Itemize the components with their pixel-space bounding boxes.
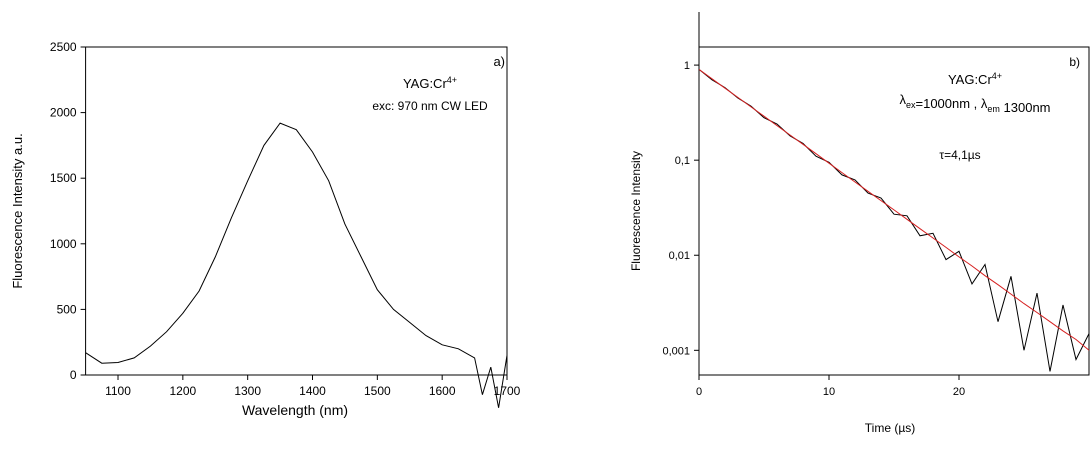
y-tick-label: 1500 [50, 171, 77, 185]
y-tick-label: 1000 [50, 237, 77, 251]
plot-frame [698, 46, 1090, 376]
annotation: a) [493, 54, 505, 69]
annotation: τ=4,1µs [939, 148, 980, 162]
annotation-part: YAG:Cr [403, 76, 447, 91]
annotation-part: 4+ [992, 71, 1002, 81]
annotation-part: τ=4,1µs [939, 148, 980, 162]
y-tick-label: 0,1 [675, 155, 690, 167]
plot-frame [85, 46, 508, 376]
annotation-part: exc: 970 nm CW LED [372, 99, 488, 113]
x-tick-label: 20 [953, 386, 965, 398]
x-tick-label: 1600 [429, 384, 456, 398]
x-tick-label: 1300 [234, 384, 261, 398]
y-axis-label: Fluorescence Intensity [629, 151, 643, 271]
annotation: YAG:Cr4+ [403, 75, 457, 91]
y-tick-label: 2000 [50, 106, 77, 120]
annotation: exc: 970 nm CW LED [372, 99, 488, 113]
x-axis-label: Wavelength (nm) [242, 402, 348, 418]
y-tick-label: 500 [57, 302, 77, 316]
x-tick-label: 1500 [364, 384, 391, 398]
data-line [699, 69, 1090, 372]
annotation: b) [1069, 55, 1080, 69]
y-tick-label: 2500 [50, 40, 77, 54]
annotation: λex=1000nm , λem 1300nm [899, 92, 1050, 115]
x-tick-label: 1700 [494, 384, 521, 398]
annotation: YAG:Cr4+ [948, 71, 1002, 87]
y-tick-label: 0,01 [669, 250, 690, 262]
y-tick-label: 1 [684, 60, 690, 72]
annotation-part: =1000nm , λ [916, 96, 988, 111]
annotation-part: a) [493, 54, 505, 69]
data-line [85, 122, 508, 408]
y-tick-label: 0 [70, 368, 77, 382]
x-axis-label: Time (µs) [865, 421, 915, 435]
annotation-part: em [987, 104, 1000, 114]
annotation-part: YAG:Cr [948, 72, 992, 87]
x-tick-label: 1400 [299, 384, 326, 398]
annotation-part: 4+ [447, 75, 457, 85]
y-tick-label: 0,001 [662, 345, 690, 357]
x-tick-label: 1200 [169, 384, 196, 398]
data-line [699, 68, 1090, 351]
annotation-part: λ [899, 92, 906, 107]
x-tick-label: 0 [696, 386, 702, 398]
x-tick-label: 10 [823, 386, 835, 398]
y-axis-label: Fluorescence Intensity a.u. [10, 133, 25, 288]
x-tick-label: 1100 [105, 384, 131, 398]
annotation-part: 1300nm [1000, 100, 1051, 115]
annotation-part: ex [906, 100, 916, 110]
annotation-part: b) [1069, 55, 1080, 69]
